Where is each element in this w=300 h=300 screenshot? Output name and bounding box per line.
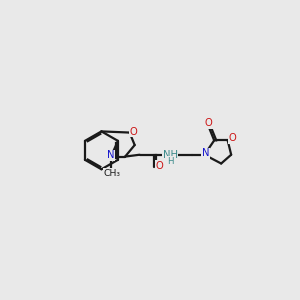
Text: H: H [167,157,173,166]
Text: O: O [156,161,164,171]
Text: N: N [202,148,209,158]
Text: O: O [205,118,212,128]
Text: O: O [129,127,137,136]
Text: NH: NH [163,150,178,161]
Text: O: O [229,133,236,143]
Text: CH₃: CH₃ [104,169,121,178]
Text: N: N [107,150,115,161]
